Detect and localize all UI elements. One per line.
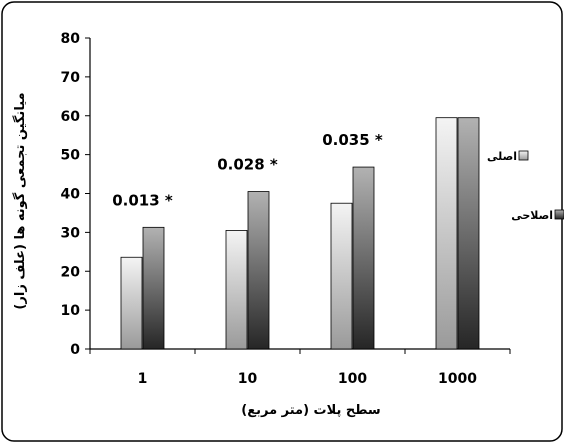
y-axis-label: میانگین تجمعی گونه ها (علف زار) <box>12 92 28 309</box>
legend-label-modified: اصلاحی <box>511 209 553 222</box>
legend-item-modified: اصلاحی <box>511 209 564 222</box>
bar-original <box>225 230 248 350</box>
y-axis: 0 10 20 30 40 50 60 70 80 <box>61 31 91 358</box>
y-tick-label: 10 <box>61 303 81 319</box>
p-value-annotation: 0.013 * <box>112 191 173 209</box>
legend-item-original: اصلی <box>487 150 529 163</box>
x-tick-label: 1000 <box>438 371 477 387</box>
bar-modified <box>142 226 165 350</box>
annotations: 0.013 * 0.028 * 0.035 * <box>112 131 383 209</box>
legend-swatch-original <box>518 150 529 161</box>
y-tick-label: 50 <box>61 148 81 164</box>
bar-original <box>120 256 143 350</box>
p-value-annotation: 0.035 * <box>322 131 383 149</box>
x-axis-label: سطح پلات (متر مربع) <box>241 403 380 418</box>
bar-modified <box>457 117 480 350</box>
legend-label-original: اصلی <box>487 150 517 163</box>
x-tick-label: 1 <box>138 371 148 387</box>
x-tick-label: 10 <box>238 371 258 387</box>
y-tick-label: 60 <box>61 109 81 125</box>
bar-original <box>330 202 353 350</box>
y-tick-label: 30 <box>61 225 81 241</box>
y-tick-label: 20 <box>61 264 81 280</box>
y-tick-label: 40 <box>61 187 81 203</box>
y-tick-label: 80 <box>61 31 81 47</box>
bar-modified <box>352 166 375 350</box>
bars <box>120 117 480 350</box>
legend: اصلی اصلاحی <box>487 150 564 222</box>
bar-original <box>435 117 458 350</box>
x-tick-label: 100 <box>338 371 367 387</box>
y-tick-label: 0 <box>70 342 80 358</box>
bar-modified <box>247 191 270 350</box>
legend-swatch-modified <box>554 209 564 220</box>
p-value-annotation: 0.028 * <box>217 156 278 174</box>
y-tick-label: 70 <box>61 70 81 86</box>
